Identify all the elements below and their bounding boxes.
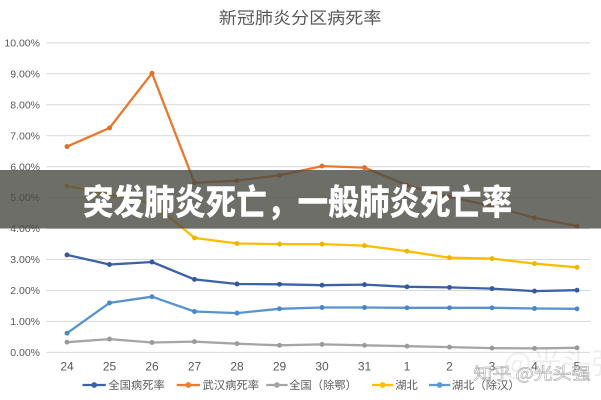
svg-text:24: 24 (60, 360, 74, 374)
svg-text:26: 26 (145, 360, 159, 374)
svg-text:7.00%: 7.00% (10, 130, 40, 142)
svg-text:4: 4 (531, 360, 538, 374)
svg-text:2: 2 (446, 360, 453, 374)
svg-text:31: 31 (358, 360, 372, 374)
svg-text:3.00%: 3.00% (10, 254, 40, 266)
svg-text:27: 27 (188, 360, 202, 374)
svg-text:1.00%: 1.00% (10, 316, 40, 328)
svg-text:8.00%: 8.00% (10, 99, 40, 111)
svg-text:3: 3 (489, 360, 496, 374)
svg-text:25: 25 (103, 360, 117, 374)
svg-text:2.00%: 2.00% (10, 285, 40, 297)
svg-text:10.00%: 10.00% (4, 38, 40, 50)
svg-text:0.00%: 0.00% (10, 347, 40, 359)
svg-text:28: 28 (230, 360, 244, 374)
svg-text:29: 29 (273, 360, 287, 374)
svg-text:1: 1 (404, 360, 411, 374)
svg-text:9.00%: 9.00% (10, 68, 40, 80)
svg-text:30: 30 (315, 360, 329, 374)
